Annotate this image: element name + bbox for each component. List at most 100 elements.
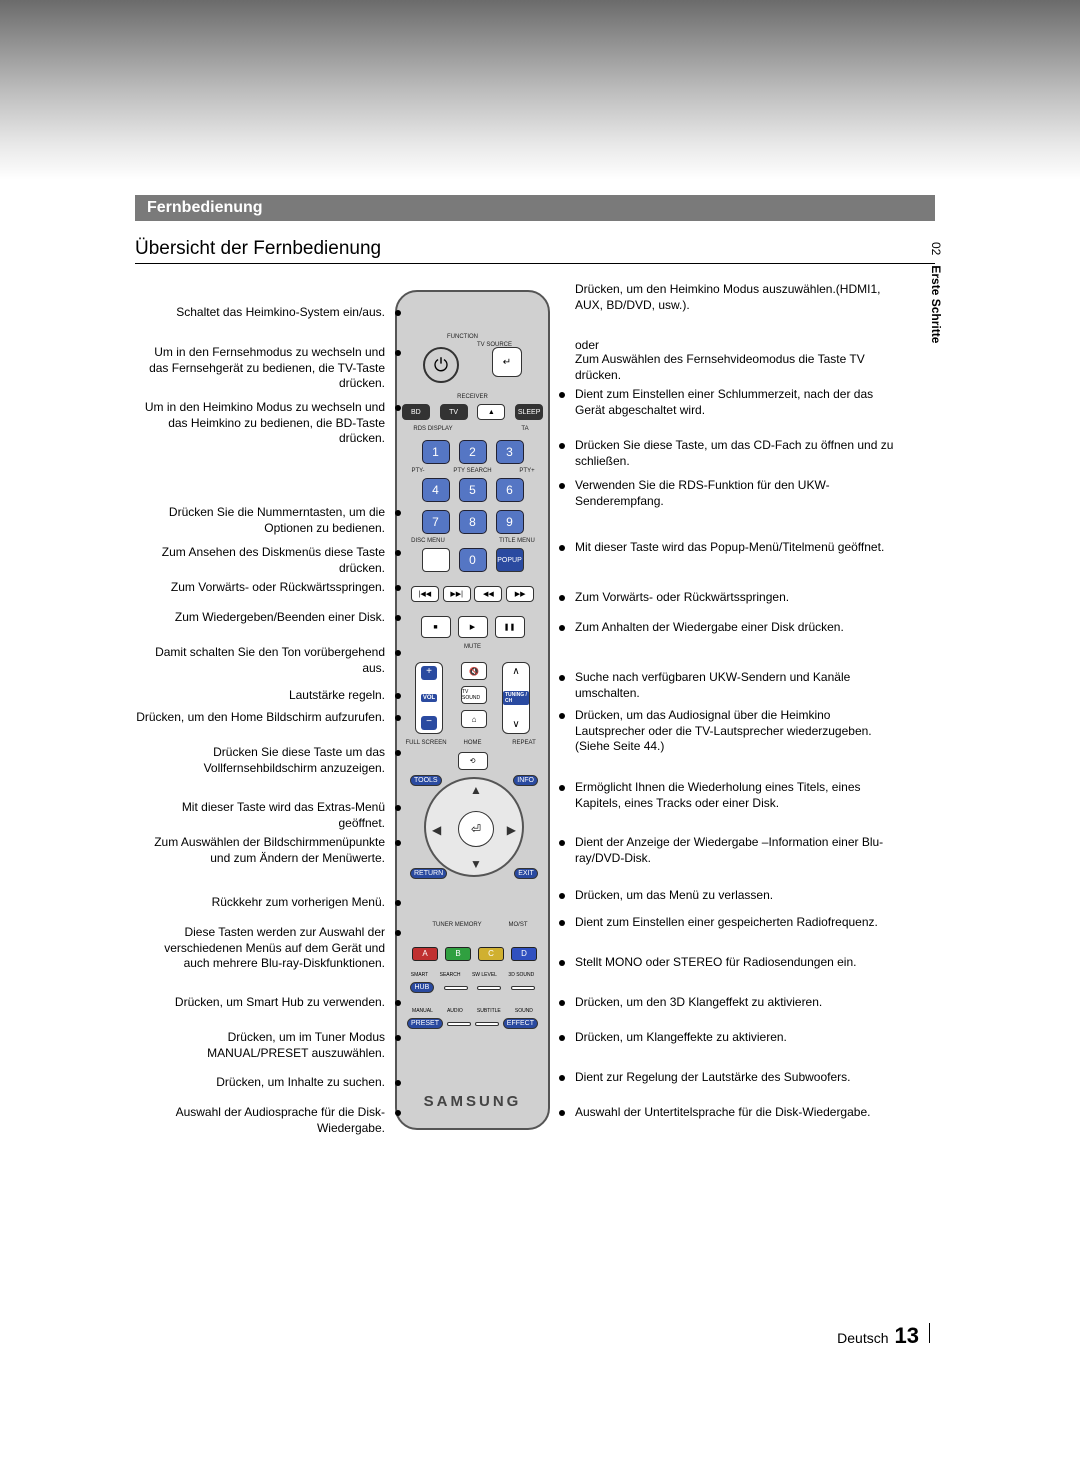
dpad: ▲ ▼ ◀ ▶ ⏎ TOOLS INFO RETURN EXIT [424, 777, 524, 877]
hub-row: HUB [397, 982, 548, 993]
callout-dot-icon [395, 693, 401, 699]
dpad-left-icon: ◀ [432, 823, 441, 837]
dpad-right-icon: ▶ [507, 823, 516, 837]
callout-text: Um in den Heimkino Modus zu wechseln und… [135, 400, 385, 447]
color-buttons-row: A B C D [412, 947, 537, 961]
callout-text: Dient zur Regelung der Lautstärke des Su… [575, 1070, 895, 1086]
callout-text: Zum Vorwärts- oder Rückwärtsspringen. [575, 590, 895, 606]
popup-button: POPUP [496, 548, 524, 572]
num-8: 8 [459, 510, 487, 534]
tuning-rocker: ∧ TUNING / CH ∨ [502, 662, 530, 734]
3dsound-button [511, 986, 535, 990]
callout-text: Schaltet das Heimkino-System ein/aus. [135, 305, 385, 321]
callout-text: Verwenden Sie die RDS-Funktion für den U… [575, 478, 895, 509]
manual-label: MANUAL [412, 1008, 433, 1014]
rds-label: RDS DISPLAY [403, 426, 463, 432]
callout-dot-icon [395, 900, 401, 906]
callout-dot-icon [395, 840, 401, 846]
callout-text: Drücken, um das Menü zu verlassen. [575, 888, 895, 904]
callout-dot-icon [559, 840, 565, 846]
footer-lang: Deutsch [837, 1330, 888, 1346]
ta-label: TA [510, 426, 540, 432]
brand-logo: SAMSUNG [397, 1093, 548, 1110]
callout-text: Zum Auswählen des Fernsehvideomodus die … [575, 352, 895, 383]
tv-button: TV [440, 404, 468, 420]
color-d: D [511, 947, 537, 961]
callout-dot-icon [559, 625, 565, 631]
callout-dot-icon [395, 550, 401, 556]
callout-text: Zum Auswählen der Bildschirmmenüpunkte u… [135, 835, 385, 866]
callout-text: Drücken, um den 3D Klangeffekt zu aktivi… [575, 995, 895, 1011]
callout-dot-icon [395, 650, 401, 656]
callout-dot-icon [559, 1035, 565, 1041]
callout-text: Zum Ansehen des Diskmenüs diese Taste dr… [135, 545, 385, 576]
receiver-row: BD TV ▲ SLEEP [397, 404, 548, 420]
callout-dot-icon [395, 405, 401, 411]
subtitle-label: SUBTITLE [477, 1008, 501, 1014]
callout-dot-icon [559, 483, 565, 489]
callout-text: Suche nach verfügbaren UKW-Sendern und K… [575, 670, 895, 701]
num-5: 5 [459, 478, 487, 502]
callout-text: Zum Anhalten der Wiedergabe einer Disk d… [575, 620, 895, 636]
preset-button: PRESET [407, 1018, 443, 1029]
color-a: A [412, 947, 438, 961]
effect-button: EFFECT [503, 1018, 538, 1029]
function-label: FUNCTION [447, 334, 478, 340]
return-screen-button: ⟲ [458, 752, 488, 770]
num-row-4: 0 POPUP [397, 548, 548, 572]
callout-dot-icon [395, 930, 401, 936]
tools-button: TOOLS [410, 775, 442, 786]
callout-dot-icon [395, 805, 401, 811]
transport-row-1: |◀◀ ▶▶| ◀◀ ▶▶ [397, 586, 548, 602]
subheading-rule [135, 263, 935, 264]
audio-label: AUDIO [447, 1008, 463, 1014]
footer-page-number: 13 [895, 1323, 919, 1349]
ch-down-icon: ∨ [512, 719, 519, 730]
disc-menu-label: DISC MENU [403, 538, 453, 544]
callout-text: Drücken, um den Home Bildschirm aufzuruf… [135, 710, 385, 726]
callout-text: Drücken, um Inhalte zu suchen. [135, 1075, 385, 1091]
center-column: 🔇 TV SOUND ⌂ [459, 662, 489, 728]
search-button [444, 986, 468, 990]
tuner-memory-label: TUNER MEMORY [427, 922, 487, 928]
volume-rocker: + VOL − [415, 662, 443, 734]
play-button: ▶ [458, 616, 488, 638]
callout-text: Drücken, um Smart Hub zu verwenden. [135, 995, 385, 1011]
callout-text: Diese Tasten werden zur Auswahl der vers… [135, 925, 385, 972]
skip-back-button: |◀◀ [411, 586, 439, 602]
callout-text: Drücken, um im Tuner Modus MANUAL/PRESET… [135, 1030, 385, 1061]
section-bar: Fernbedienung [135, 195, 935, 221]
hub-label-row: SMART SEARCH SW LEVEL 3D SOUND [397, 972, 548, 978]
callout-dot-icon [559, 713, 565, 719]
callout-dot-icon [559, 595, 565, 601]
num-1: 1 [422, 440, 450, 464]
num-row-2: 4 5 6 [397, 478, 548, 502]
dpad-ring: ▲ ▼ ◀ ▶ ⏎ [424, 777, 524, 877]
tuning-label: TUNING / CH [503, 691, 529, 705]
callout-dot-icon [395, 510, 401, 516]
num-2: 2 [459, 440, 487, 464]
tv-sound-button: TV SOUND [461, 686, 487, 704]
callout-text: Mit dieser Taste wird das Popup-Menü/Tit… [575, 540, 895, 556]
power-icon: ⏻ [434, 355, 448, 376]
skip-fwd-button: ▶▶| [443, 586, 471, 602]
bottom-row: PRESET EFFECT [397, 1018, 548, 1029]
callout-dot-icon [395, 1110, 401, 1116]
ch-up-icon: ∧ [512, 666, 519, 677]
callout-dot-icon [395, 1080, 401, 1086]
callout-text: Ermöglicht Ihnen die Wiederholung eines … [575, 780, 895, 811]
callout-dot-icon [395, 750, 401, 756]
audio-button [447, 1022, 471, 1026]
num-4: 4 [422, 478, 450, 502]
stop-button: ■ [421, 616, 451, 638]
num-3: 3 [496, 440, 524, 464]
callout-text: Auswahl der Audiosprache für die Disk-Wi… [135, 1105, 385, 1136]
power-button: ⏻ [423, 347, 459, 383]
chapter-side-tab: 02 Erste Schritte [926, 242, 945, 343]
remote-control-diagram: FUNCTION TV SOURCE ⏻ ↵ RECEIVER BD TV ▲ … [395, 290, 550, 1130]
callout-dot-icon [559, 960, 565, 966]
num-row-3: 7 8 9 [397, 510, 548, 534]
pty-plus-label: PTY+ [512, 468, 542, 474]
chapter-title: Erste Schritte [929, 265, 943, 343]
dpad-down-icon: ▼ [470, 857, 482, 871]
